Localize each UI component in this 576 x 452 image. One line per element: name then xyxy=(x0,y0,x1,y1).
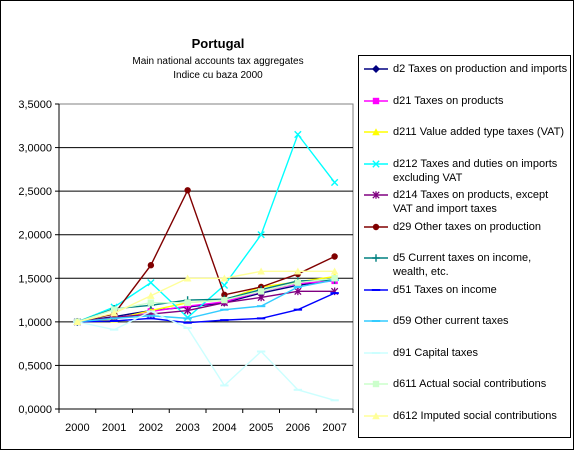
legend-marker xyxy=(364,65,388,73)
legend-symbol xyxy=(372,65,380,73)
data-point xyxy=(294,287,302,296)
legend-label: d212 Taxes and duties on imports excludi… xyxy=(393,157,558,184)
series-layer xyxy=(73,130,339,402)
data-point xyxy=(184,302,191,310)
data-point xyxy=(184,187,191,194)
legend-label: d612 Imputed social contributions xyxy=(393,409,557,422)
x-axis: 2000 2001 2002 2003 2004 2005 2006 2007 xyxy=(58,408,354,434)
legend-label: d211 Value added type taxes (VAT) xyxy=(393,126,565,138)
legend-symbol xyxy=(372,97,380,104)
data-point xyxy=(73,318,82,326)
legend-marker xyxy=(364,320,388,322)
chart-title: Portugal xyxy=(192,36,245,51)
legend-marker xyxy=(364,288,388,291)
legend-marker xyxy=(364,411,388,419)
legend-symbol xyxy=(372,191,380,199)
y-axis: 0,0000 0,5000 1,0000 1,5000 2,0000 2,5000 3,00… xyxy=(18,99,60,416)
x-tick-label: 2006 xyxy=(286,422,310,434)
y-tick-label: 2,5000 xyxy=(18,186,52,198)
data-point xyxy=(330,267,339,275)
series-line xyxy=(77,279,335,323)
y-tick-label: 1,5000 xyxy=(18,273,52,285)
legend-label: d21 Taxes on products xyxy=(393,94,504,107)
data-point xyxy=(257,293,265,302)
legend-label: d214 Taxes on products, except VAT and i… xyxy=(393,189,549,215)
data-point xyxy=(294,267,302,275)
series-line xyxy=(77,279,335,323)
legend-symbol xyxy=(372,380,380,388)
legend-symbol xyxy=(372,411,380,419)
data-point xyxy=(331,275,338,282)
legend-marker xyxy=(364,223,388,230)
y-tick-label: 0,0000 xyxy=(18,404,52,416)
data-point xyxy=(147,291,155,299)
x-tick-label: 2000 xyxy=(65,422,89,434)
data-point xyxy=(110,309,118,317)
legend-label: d59 Other current taxes xyxy=(393,315,509,327)
legend-marker xyxy=(364,351,388,354)
chart-subtitle-line-2: Indice cu baza 2000 xyxy=(173,70,263,81)
y-tick-label: 2,0000 xyxy=(18,230,52,242)
x-tick-label: 2002 xyxy=(139,422,163,434)
series-line xyxy=(77,292,335,324)
x-tick-label: 2004 xyxy=(212,422,236,434)
legend-marker xyxy=(364,97,388,104)
data-point xyxy=(294,279,302,286)
series-line xyxy=(77,310,335,401)
data-point xyxy=(147,262,155,269)
chart-subtitle-line-1: Main national accounts tax aggregates xyxy=(132,56,303,67)
plot-area xyxy=(58,103,354,410)
legend-label: d611 Actual social contributions xyxy=(393,378,547,390)
legend-label: d29 Other taxes on production xyxy=(393,220,541,233)
legend-symbol xyxy=(372,128,380,136)
legend-symbol xyxy=(372,159,380,168)
data-point xyxy=(257,267,265,275)
legend-symbol xyxy=(372,223,380,230)
data-point xyxy=(183,274,192,282)
data-point xyxy=(184,299,191,306)
legend-marker xyxy=(364,191,388,199)
y-tick-label: 3,0000 xyxy=(18,143,52,155)
legend-symbol xyxy=(372,254,380,262)
data-point xyxy=(220,274,229,282)
legend-label: d51 Taxes on income xyxy=(393,283,497,296)
y-tick-label: 3,5000 xyxy=(18,99,52,111)
x-tick-label: 2007 xyxy=(322,422,346,434)
data-point xyxy=(221,291,228,299)
data-point xyxy=(331,253,338,260)
series-line xyxy=(77,277,335,323)
data-point xyxy=(294,130,302,139)
y-tick-label: 1,0000 xyxy=(18,317,52,329)
series-line xyxy=(77,270,335,323)
legend-label: d5 Current taxes on income, wealth, etc. xyxy=(393,252,532,278)
data-point xyxy=(257,231,265,239)
legend-marker xyxy=(364,159,388,168)
data-point xyxy=(147,278,155,287)
legend-marker xyxy=(364,254,388,262)
data-point xyxy=(330,178,339,187)
legend-label: d91 Capital taxes xyxy=(393,346,478,359)
series-line xyxy=(77,290,335,323)
series-line xyxy=(77,188,335,323)
legend: d2 Taxes on production and imports d21 Ta… xyxy=(358,55,571,438)
y-tick-label: 0,5000 xyxy=(18,360,52,372)
x-tick-label: 2003 xyxy=(175,422,199,434)
data-point xyxy=(147,299,155,306)
legend-marker xyxy=(364,380,388,388)
data-point xyxy=(257,288,265,295)
legend-label: d2 Taxes on production and imports xyxy=(393,63,568,75)
x-tick-label: 2005 xyxy=(249,422,273,434)
legend-marker xyxy=(364,128,388,136)
data-point xyxy=(221,296,228,304)
x-tick-label: 2001 xyxy=(102,422,126,434)
data-point xyxy=(183,306,192,315)
series-12 xyxy=(73,267,339,326)
